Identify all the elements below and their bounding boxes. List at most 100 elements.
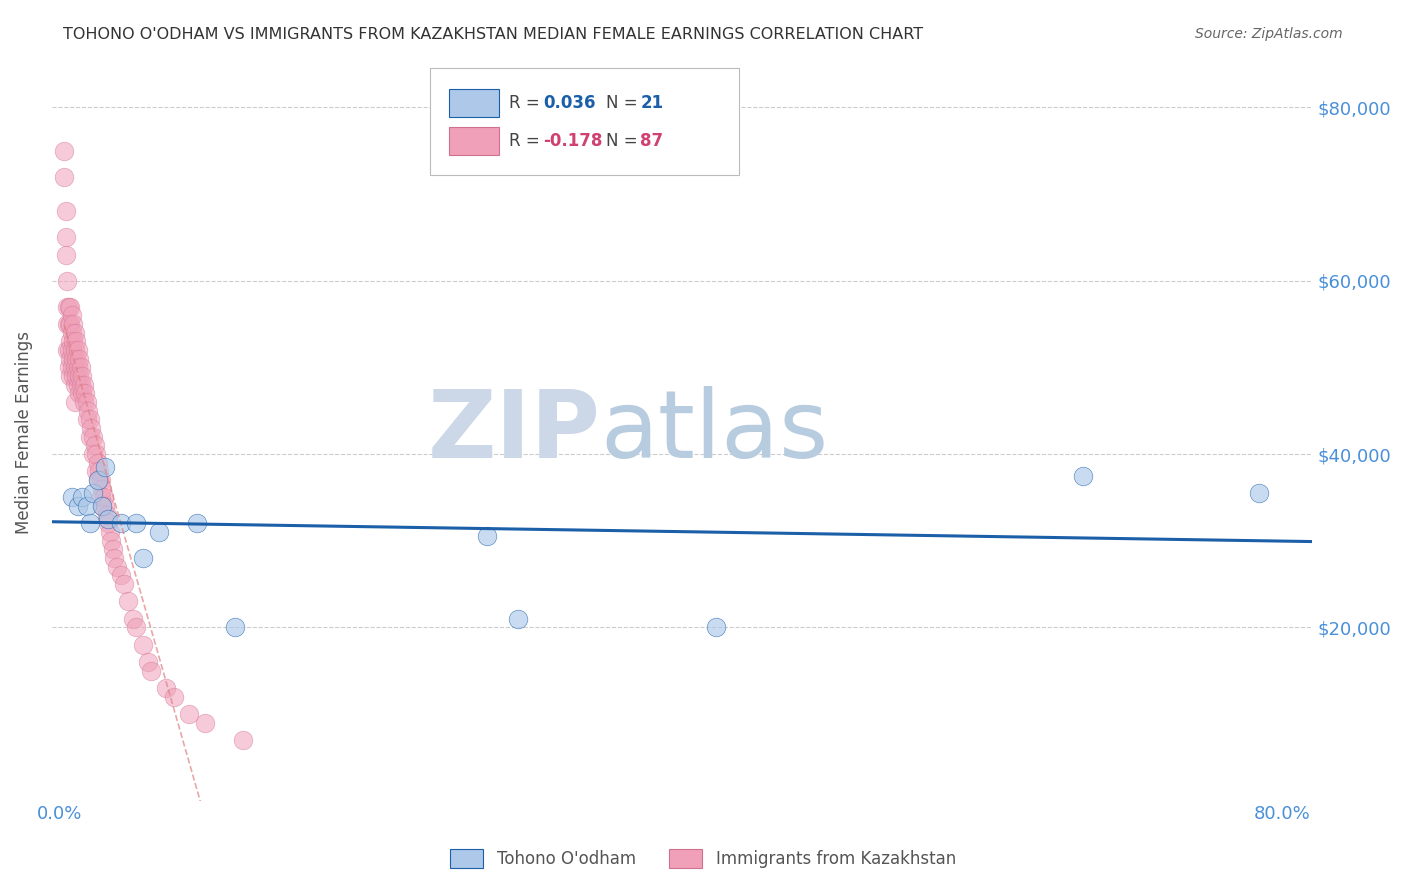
Point	[163, 690, 186, 704]
Point	[477, 529, 499, 543]
Point	[66, 377, 89, 392]
Point	[82, 447, 104, 461]
Point	[94, 460, 117, 475]
Point	[60, 360, 83, 375]
Point	[125, 620, 148, 634]
Point	[132, 551, 155, 566]
Point	[1247, 486, 1270, 500]
Point	[72, 386, 94, 401]
Point	[186, 516, 208, 531]
Point	[86, 473, 108, 487]
Point	[121, 612, 143, 626]
Point	[125, 516, 148, 531]
Point	[60, 309, 83, 323]
Text: 21: 21	[641, 94, 664, 112]
Legend: Tohono O'odham, Immigrants from Kazakhstan: Tohono O'odham, Immigrants from Kazakhst…	[443, 842, 963, 875]
Point	[53, 144, 76, 158]
Point	[98, 524, 121, 539]
Point	[100, 533, 122, 548]
Point	[90, 491, 112, 505]
Point	[84, 447, 107, 461]
Point	[76, 412, 98, 426]
Point	[53, 169, 76, 184]
Point	[79, 516, 101, 531]
Text: ZIP: ZIP	[427, 386, 600, 478]
Point	[65, 369, 87, 384]
FancyBboxPatch shape	[449, 89, 499, 117]
Point	[56, 317, 79, 331]
Point	[72, 369, 94, 384]
Point	[65, 334, 87, 349]
Point	[193, 715, 215, 730]
Point	[132, 638, 155, 652]
Text: N =: N =	[606, 132, 644, 150]
Text: 0.036: 0.036	[543, 94, 596, 112]
Text: atlas: atlas	[600, 386, 828, 478]
Point	[224, 620, 246, 634]
Point	[60, 491, 83, 505]
Point	[76, 499, 98, 513]
Point	[107, 559, 129, 574]
Point	[93, 491, 115, 505]
Text: -0.178: -0.178	[543, 132, 603, 150]
Point	[66, 343, 89, 357]
Point	[56, 274, 79, 288]
Point	[67, 351, 90, 366]
Point	[58, 300, 80, 314]
Point	[82, 430, 104, 444]
Point	[179, 706, 201, 721]
Point	[110, 568, 132, 582]
Point	[69, 360, 91, 375]
Point	[103, 551, 125, 566]
Point	[62, 369, 84, 384]
Point	[58, 343, 80, 357]
Point	[59, 369, 82, 384]
Point	[67, 386, 90, 401]
Point	[86, 456, 108, 470]
Point	[155, 681, 177, 695]
Point	[59, 300, 82, 314]
Point	[62, 334, 84, 349]
Point	[506, 612, 529, 626]
Point	[56, 300, 79, 314]
Point	[58, 360, 80, 375]
Point	[60, 343, 83, 357]
Point	[60, 326, 83, 340]
Point	[90, 473, 112, 487]
Point	[73, 395, 96, 409]
Point	[87, 464, 110, 478]
Point	[110, 516, 132, 531]
Point	[136, 655, 159, 669]
Point	[75, 386, 97, 401]
Point	[63, 360, 86, 375]
FancyBboxPatch shape	[449, 127, 499, 154]
Point	[139, 664, 162, 678]
Point	[59, 351, 82, 366]
Point	[66, 499, 89, 513]
Point	[66, 360, 89, 375]
Point	[59, 334, 82, 349]
Point	[101, 542, 124, 557]
Point	[65, 351, 87, 366]
Text: 87: 87	[641, 132, 664, 150]
Text: R =: R =	[509, 94, 546, 112]
Point	[55, 230, 77, 244]
Point	[80, 421, 103, 435]
Point	[62, 351, 84, 366]
Point	[1071, 468, 1094, 483]
Point	[58, 317, 80, 331]
Point	[97, 516, 120, 531]
Point	[63, 343, 86, 357]
Point	[91, 499, 114, 513]
Point	[55, 204, 77, 219]
Point	[117, 594, 139, 608]
Point	[232, 733, 254, 747]
Text: TOHONO O'ODHAM VS IMMIGRANTS FROM KAZAKHSTAN MEDIAN FEMALE EARNINGS CORRELATION : TOHONO O'ODHAM VS IMMIGRANTS FROM KAZAKH…	[63, 27, 924, 42]
Point	[56, 343, 79, 357]
Y-axis label: Median Female Earnings: Median Female Earnings	[15, 331, 32, 533]
Text: R =: R =	[509, 132, 546, 150]
Point	[63, 395, 86, 409]
Point	[83, 438, 105, 452]
Text: Source: ZipAtlas.com: Source: ZipAtlas.com	[1195, 27, 1343, 41]
Point	[79, 430, 101, 444]
